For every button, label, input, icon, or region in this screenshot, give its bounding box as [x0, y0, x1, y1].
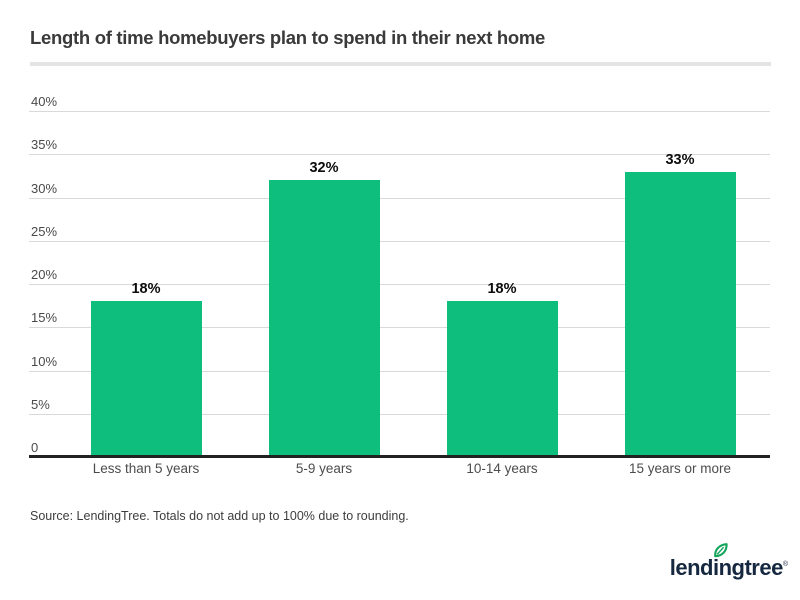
x-category-label: Less than 5 years — [92, 461, 200, 476]
y-tick-label: 40% — [31, 94, 58, 109]
bar-value-label: 33% — [665, 151, 695, 168]
x-category-label: 15 years or more — [628, 461, 732, 476]
gridline — [29, 240, 770, 242]
logo-wordmark: lendingtree — [669, 555, 784, 580]
y-tick-label: 35% — [31, 137, 58, 153]
x-axis-line — [29, 455, 770, 458]
bar — [624, 171, 736, 455]
gridline — [29, 413, 770, 415]
registered-trademark-symbol: ® — [782, 561, 788, 568]
y-tick-label: 5% — [31, 396, 50, 412]
lendingtree-logo: lendingtree® — [669, 543, 788, 585]
gridline — [29, 197, 770, 199]
title-divider — [30, 62, 771, 66]
y-tick-label: 15% — [31, 310, 58, 326]
chart-title: Length of time homebuyers plan to spend … — [30, 27, 546, 48]
y-tick-label: 20% — [31, 267, 58, 282]
bar — [268, 180, 380, 455]
x-category-label: 10-14 years — [466, 461, 538, 476]
gridline — [29, 327, 770, 329]
gridline — [29, 111, 770, 112]
y-tick-label: 30% — [31, 180, 58, 196]
bar-value-label: 18% — [131, 281, 161, 298]
gridline — [29, 154, 770, 156]
bar — [90, 301, 202, 455]
y-tick-label: 25% — [31, 223, 58, 239]
leaf-icon — [713, 543, 728, 558]
bar-value-label: 32% — [309, 160, 339, 177]
x-category-label: 5-9 years — [295, 461, 353, 476]
y-tick-label: 0 — [31, 440, 39, 455]
gridline — [29, 370, 770, 372]
gridline — [29, 284, 770, 285]
y-tick-label: 10% — [31, 353, 58, 369]
bar — [446, 301, 558, 455]
source-note: Source: LendingTree. Totals do not add u… — [30, 509, 409, 523]
bar-value-label: 18% — [487, 281, 517, 298]
